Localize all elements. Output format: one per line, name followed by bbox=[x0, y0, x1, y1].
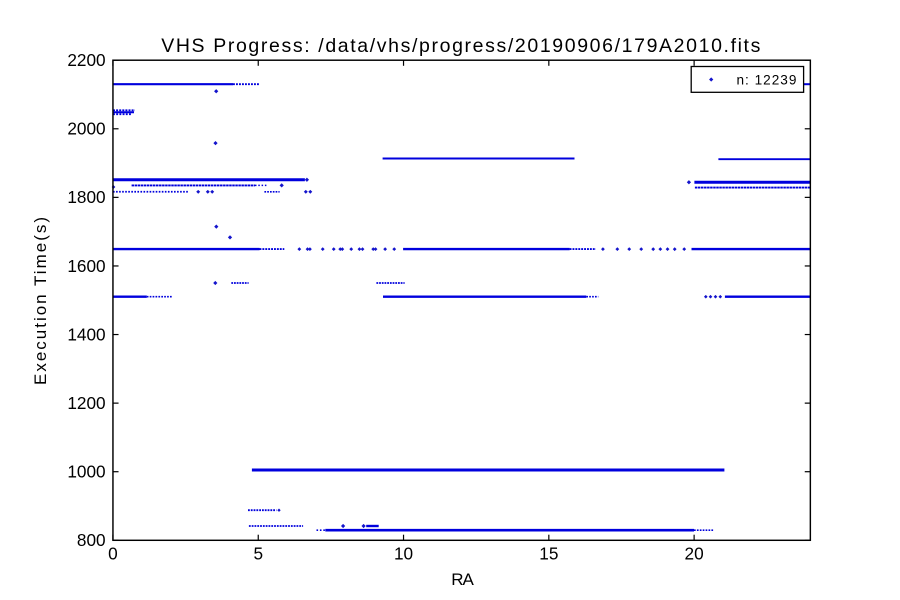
svg-text:15: 15 bbox=[539, 544, 558, 564]
svg-text:Execution Time(s): Execution Time(s) bbox=[31, 215, 50, 385]
svg-text:5: 5 bbox=[253, 544, 263, 564]
svg-text:800: 800 bbox=[77, 530, 106, 550]
svg-text:20: 20 bbox=[685, 544, 704, 564]
svg-text:1200: 1200 bbox=[67, 393, 105, 413]
svg-text:2000: 2000 bbox=[67, 119, 105, 139]
svg-text:1000: 1000 bbox=[67, 462, 105, 482]
svg-text:1600: 1600 bbox=[67, 256, 105, 276]
svg-text:0: 0 bbox=[108, 544, 118, 564]
svg-text:10: 10 bbox=[394, 544, 413, 564]
svg-text:1400: 1400 bbox=[67, 324, 105, 344]
svg-text:n: 12239: n: 12239 bbox=[737, 73, 798, 88]
svg-text:RA: RA bbox=[451, 570, 474, 589]
svg-text:1800: 1800 bbox=[67, 187, 105, 207]
svg-text:VHS Progress: /data/vhs/progre: VHS Progress: /data/vhs/progress/2019090… bbox=[161, 35, 762, 57]
svg-text:2200: 2200 bbox=[67, 50, 105, 70]
